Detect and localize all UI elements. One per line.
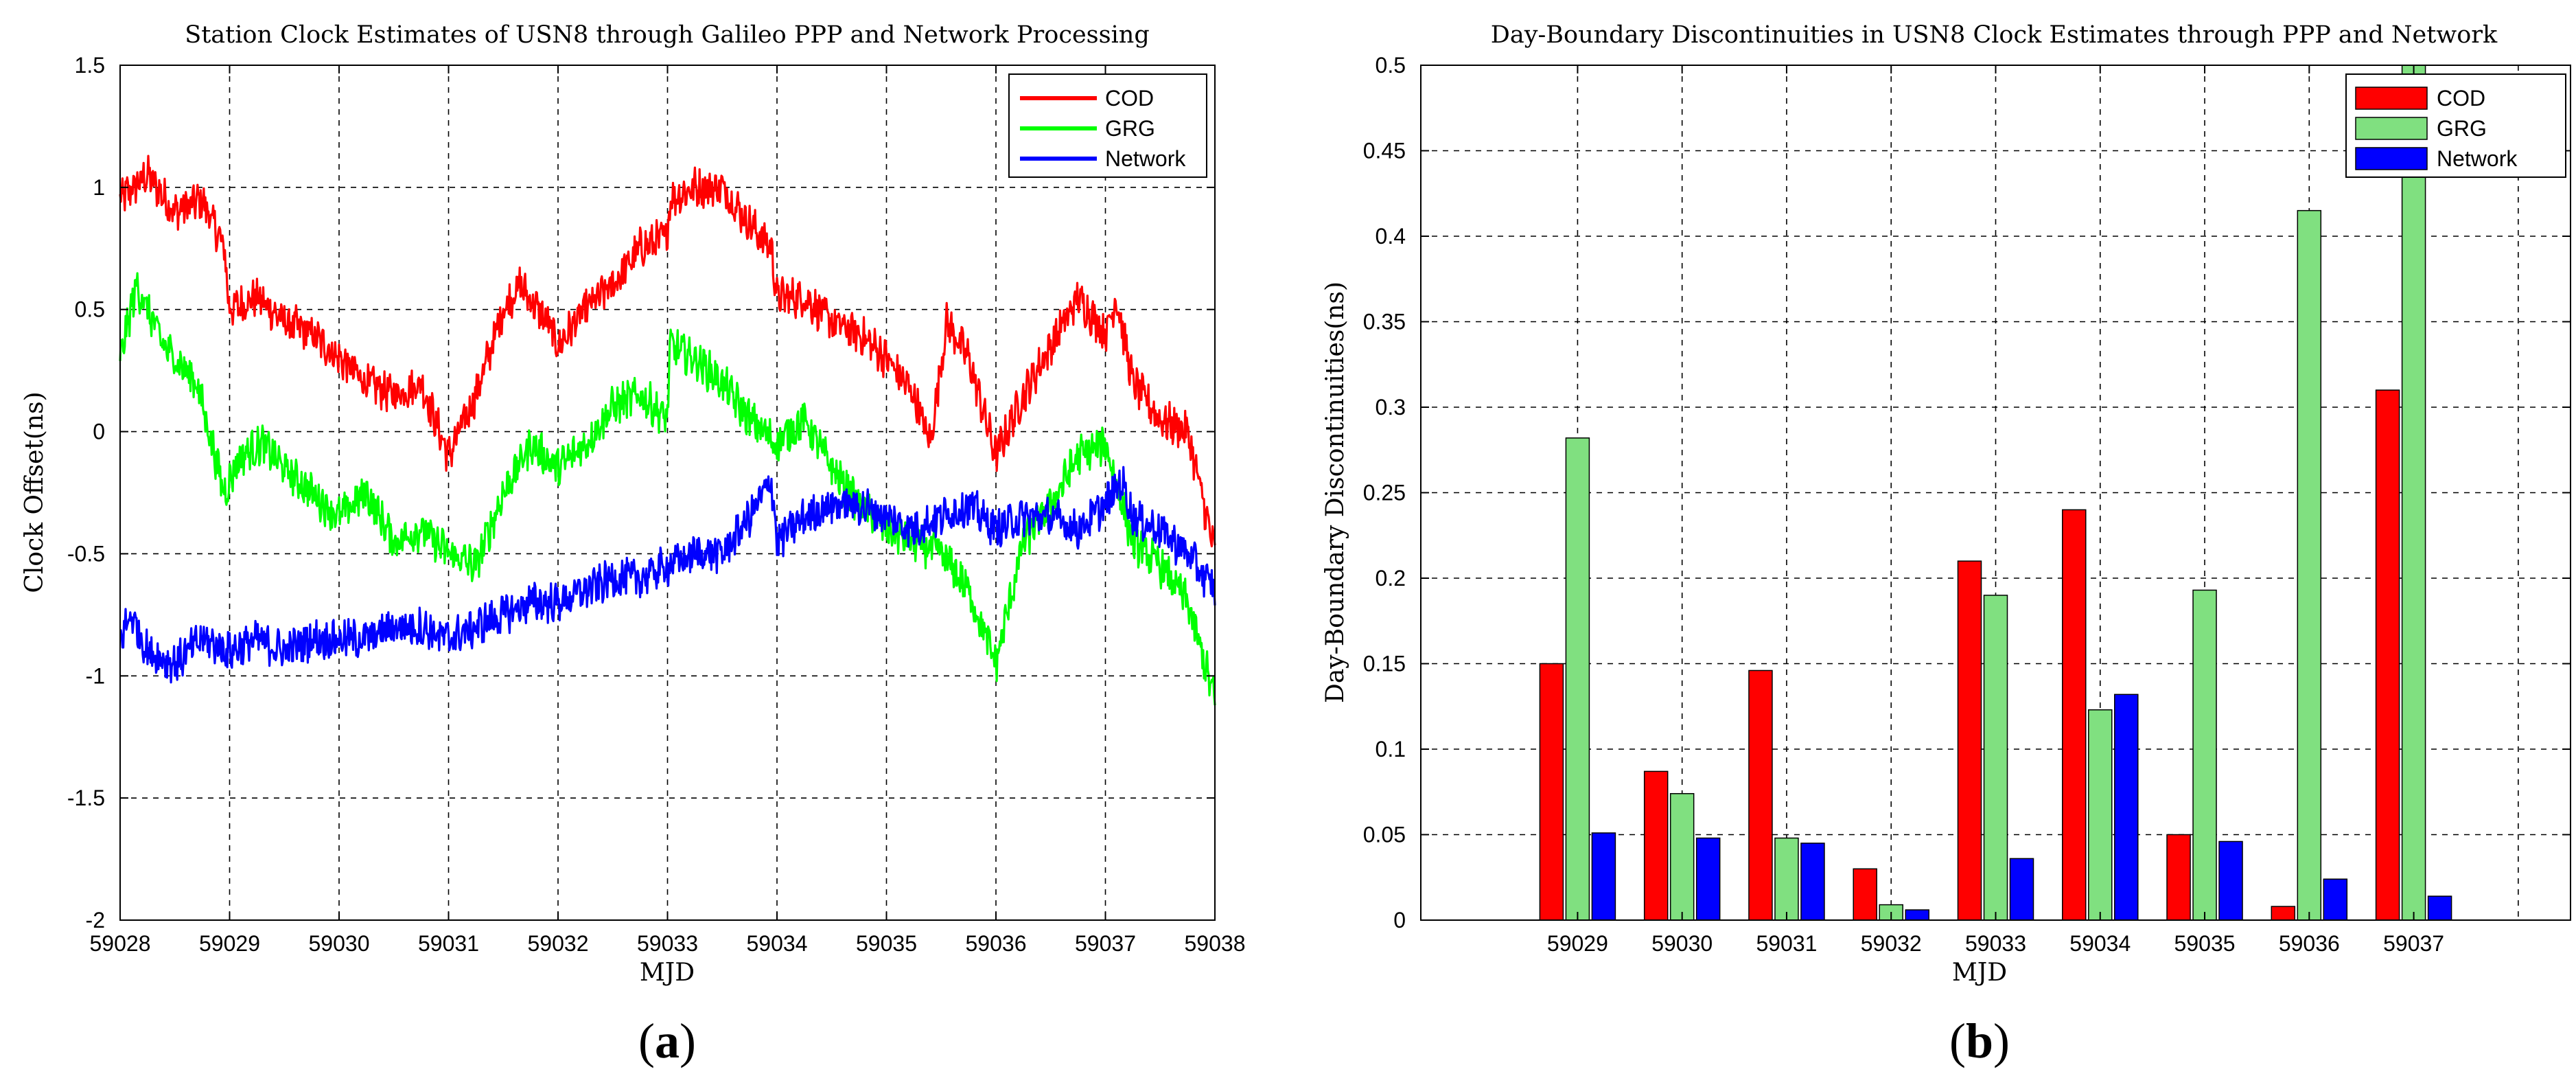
- chart-a-xtick-label: 59028: [90, 931, 151, 956]
- chart-a-xtick-label: 59037: [1075, 931, 1136, 956]
- chart-b-ytick-label: 0.1: [1376, 737, 1406, 762]
- chart-b-bar-cod-59033: [1957, 560, 1982, 921]
- chart-b-bar-cod-59034: [2062, 509, 2087, 921]
- chart-a-series-cod: [119, 154, 1216, 548]
- chart-b-legend-swatch-cod: [2355, 87, 2428, 110]
- chart-a-ytick-label: 1.5: [75, 53, 105, 78]
- chart-b-bar-network-59033: [2009, 858, 2034, 921]
- chart-a-series-network: [119, 466, 1216, 684]
- chart-a-ytick-label: -0.5: [67, 541, 105, 566]
- chart-a-xtick-label: 59035: [856, 931, 917, 956]
- chart-b-bar-cod-59031: [1748, 669, 1773, 921]
- chart-a-ytick-label: -2: [86, 908, 105, 932]
- chart-a-ytick-label: 1: [93, 175, 105, 200]
- chart-a-title: Station Clock Estimates of USN8 through …: [185, 21, 1150, 49]
- chart-a-xtick-label: 59033: [637, 931, 698, 956]
- chart-b-ytick-label: 0.25: [1363, 481, 1406, 505]
- chart-b-ytick-label: 0.35: [1363, 310, 1406, 334]
- chart-b-legend-swatch-network: [2355, 147, 2428, 170]
- chart-b-bar-cod-59029: [1539, 663, 1564, 921]
- chart-a-xtick-label: 59032: [528, 931, 589, 956]
- chart-b-ytick-label: 0.15: [1363, 652, 1406, 676]
- chart-a-ticks: 59028 59029 59030 59031 59032 59033 59034 59035…: [67, 53, 1246, 956]
- chart-b-bar-network-59029: [1591, 832, 1616, 921]
- chart-b-bar-cod-59030: [1643, 770, 1669, 921]
- chart-b-bar-grg-59031: [1774, 837, 1799, 921]
- chart-a-xtick-label: 59031: [418, 931, 479, 956]
- chart-a-xlabel: MJD: [640, 959, 695, 987]
- chart-a-panel-letter: a: [655, 1014, 680, 1068]
- chart-b-legend-label: COD: [2437, 86, 2485, 111]
- chart-b-legend-label: GRG: [2437, 116, 2487, 141]
- chart-a: Station Clock Estimates of USN8 through …: [21, 21, 1245, 1068]
- chart-b-xtick-label: 59036: [2279, 931, 2340, 956]
- chart-b-ytick-label: 0.45: [1363, 139, 1406, 163]
- chart-a-legend-label: Network: [1105, 146, 1186, 171]
- chart-b-panel-label: (b): [1949, 1014, 2010, 1068]
- chart-b-bar-cod-59036: [2271, 906, 2296, 921]
- chart-b-bar-network-59031: [1800, 843, 1825, 921]
- chart-a-xtick-label: 59038: [1185, 931, 1246, 956]
- chart-b-bar-network-59036: [2323, 878, 2348, 921]
- chart-b: Day-Boundary Discontinuities in USN8 Clo…: [1321, 21, 2571, 1068]
- chart-a-legend-label: COD: [1105, 86, 1154, 111]
- chart-b-bar-cod-59035: [2166, 834, 2191, 921]
- chart-a-ytick-label: -1: [86, 663, 105, 688]
- chart-b-bar-network-59030: [1695, 837, 1721, 921]
- chart-b-xtick-label: 59034: [2069, 931, 2131, 956]
- chart-a-grid: [120, 65, 1215, 920]
- chart-a-plot-area: [119, 154, 1216, 706]
- chart-b-bar-cod-59032: [1853, 868, 1877, 921]
- chart-b-bar-grg-59036: [2297, 209, 2322, 921]
- chart-b-bar-network-59035: [2218, 840, 2243, 921]
- chart-a-ytick-label: 0.5: [75, 297, 105, 322]
- chart-b-bar-grg-59033: [1983, 595, 2008, 921]
- chart-b-bar-grg-59035: [2192, 589, 2217, 921]
- chart-b-xtick-label: 59035: [2174, 931, 2236, 956]
- chart-b-legend-swatch-grg: [2355, 117, 2428, 140]
- chart-b-title: Day-Boundary Discontinuities in USN8 Clo…: [1491, 21, 2498, 49]
- chart-b-bar-grg-59037: [2401, 65, 2426, 921]
- chart-b-xtick-label: 59037: [2383, 931, 2444, 956]
- chart-b-ylabel: Day-Boundary Discontinuities(ns): [1321, 282, 1349, 703]
- chart-a-panel-label: (a): [638, 1014, 696, 1068]
- chart-b-panel-letter: b: [1966, 1014, 1993, 1068]
- chart-b-xtick-label: 59030: [1651, 931, 1713, 956]
- chart-b-bar-grg-59029: [1565, 437, 1590, 921]
- chart-b-legend-label: Network: [2437, 146, 2518, 171]
- chart-a-ytick-label: -1.5: [67, 786, 105, 810]
- chart-a-legend-label: GRG: [1105, 116, 1155, 141]
- chart-b-bar-grg-59030: [1669, 792, 1695, 921]
- chart-a-xtick-label: 59036: [966, 931, 1027, 956]
- chart-b-bar-grg-59034: [2088, 709, 2113, 921]
- chart-b-ytick-label: 0.3: [1376, 395, 1406, 420]
- chart-a-legend: COD GRG Network: [1008, 73, 1207, 178]
- chart-b-bar-network-59037: [2427, 895, 2452, 921]
- chart-b-xtick-label: 59031: [1756, 931, 1817, 956]
- chart-b-xtick-label: 59032: [1861, 931, 1922, 956]
- chart-b-xtick-label: 59033: [1965, 931, 2026, 956]
- chart-b-ytick-label: 0.5: [1376, 53, 1406, 78]
- chart-b-ytick-label: 0: [1393, 908, 1406, 932]
- chart-a-ytick-label: 0: [93, 420, 105, 444]
- chart-b-plot-area: [1539, 65, 2452, 921]
- chart-a-series-grg: [119, 272, 1216, 706]
- chart-a-ylabel: Clock Offset(ns): [21, 391, 49, 593]
- chart-a-xtick-label: 59034: [747, 931, 808, 956]
- chart-a-xtick-label: 59030: [309, 931, 370, 956]
- chart-b-legend: COD GRG Network: [2345, 73, 2566, 178]
- chart-b-bar-network-59034: [2114, 694, 2139, 921]
- chart-b-xlabel: MJD: [1952, 959, 2007, 987]
- chart-b-xtick-label: 59029: [1547, 931, 1608, 956]
- chart-b-ytick-label: 0.4: [1376, 224, 1406, 249]
- chart-b-bar-network-59032: [1905, 909, 1929, 921]
- chart-b-bar-cod-59037: [2375, 389, 2400, 921]
- chart-b-ytick-label: 0.2: [1376, 566, 1406, 591]
- chart-a-xtick-label: 59029: [199, 931, 260, 956]
- chart-b-ytick-label: 0.05: [1363, 823, 1406, 847]
- chart-b-ticks: 0 0.05 0.1 0.15 0.2 0.25 0.3 0.35 0.4 0.45 0.5 5902…: [1363, 53, 2571, 956]
